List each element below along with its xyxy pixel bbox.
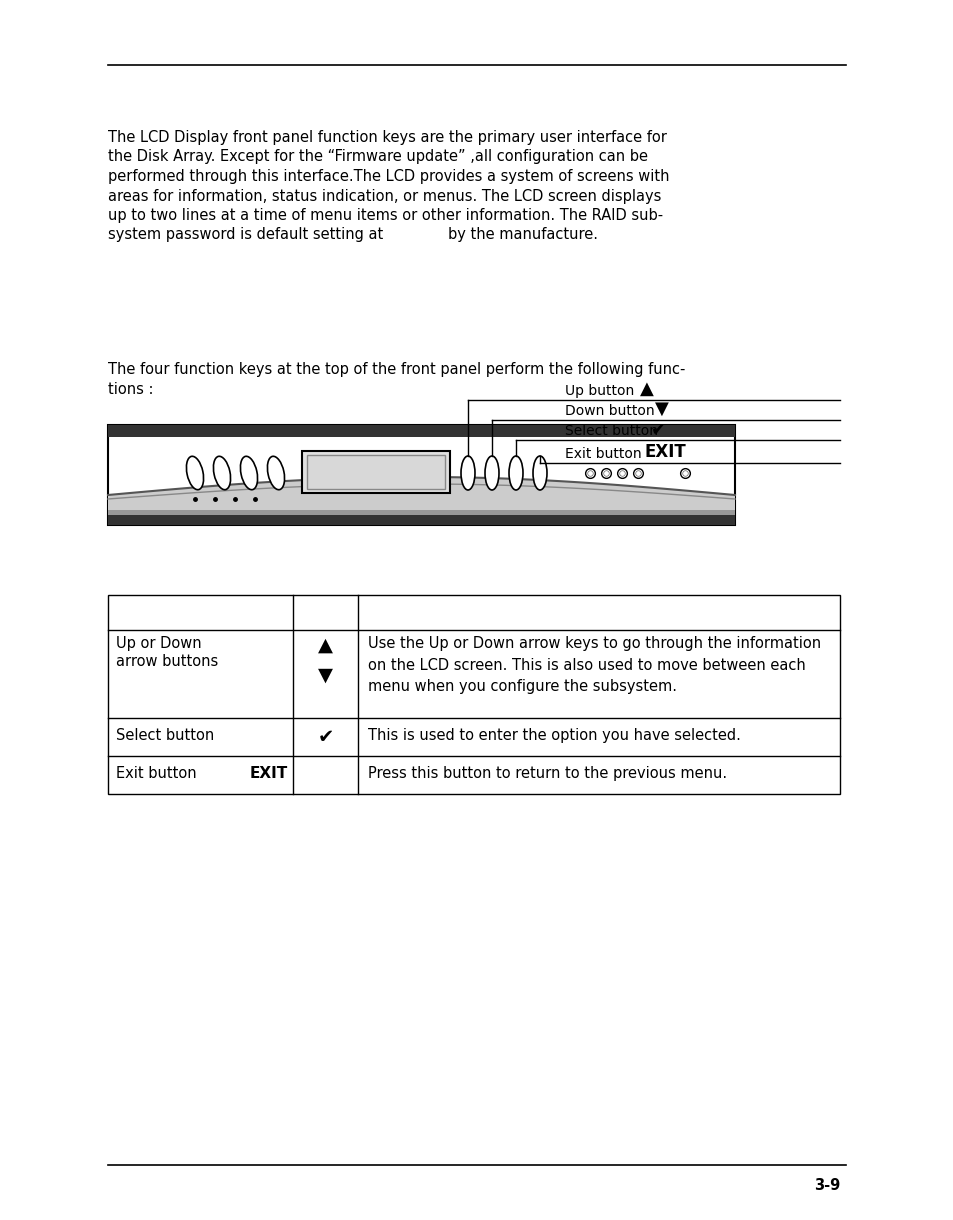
Text: EXIT: EXIT xyxy=(250,766,288,781)
Bar xyxy=(110,437,732,510)
Text: arrow buttons: arrow buttons xyxy=(116,654,218,669)
Ellipse shape xyxy=(460,456,475,490)
Text: Use the Up or Down arrow keys to go through the information
on the LCD screen. T: Use the Up or Down arrow keys to go thro… xyxy=(368,636,821,694)
Ellipse shape xyxy=(213,456,231,489)
Text: The LCD Display front panel function keys are the primary user interface for: The LCD Display front panel function key… xyxy=(108,131,666,145)
Text: performed through this interface.The LCD provides a system of screens with: performed through this interface.The LCD… xyxy=(108,170,669,184)
Text: Down button: Down button xyxy=(564,404,654,418)
Text: tions :: tions : xyxy=(108,382,153,396)
Bar xyxy=(108,515,734,525)
Ellipse shape xyxy=(533,456,546,490)
Text: ✔: ✔ xyxy=(650,420,665,438)
Text: The four function keys at the top of the front panel perform the following func-: The four function keys at the top of the… xyxy=(108,362,684,377)
Bar xyxy=(108,425,734,525)
Polygon shape xyxy=(108,477,734,510)
Text: 3-9: 3-9 xyxy=(813,1179,840,1193)
Text: Exit button: Exit button xyxy=(564,447,641,461)
Text: EXIT: EXIT xyxy=(644,443,686,461)
Ellipse shape xyxy=(267,456,284,489)
Text: Press this button to return to the previous menu.: Press this button to return to the previ… xyxy=(368,766,726,781)
Bar xyxy=(302,451,450,493)
Text: Select button: Select button xyxy=(116,728,214,743)
Bar xyxy=(108,425,734,437)
Text: Up or Down: Up or Down xyxy=(116,636,201,651)
Ellipse shape xyxy=(240,456,257,489)
Ellipse shape xyxy=(509,456,522,490)
Text: the Disk Array. Except for the “Firmware update” ,all configuration can be: the Disk Array. Except for the “Firmware… xyxy=(108,150,647,165)
Text: ✔: ✔ xyxy=(317,728,334,747)
Text: Exit button: Exit button xyxy=(116,766,196,781)
Bar xyxy=(307,455,444,489)
Text: ▲: ▲ xyxy=(317,636,333,655)
Text: up to two lines at a time of menu items or other information. The RAID sub-: up to two lines at a time of menu items … xyxy=(108,207,662,223)
Bar xyxy=(108,595,840,794)
Text: system password is default setting at              by the manufacture.: system password is default setting at by… xyxy=(108,227,598,243)
Text: areas for information, status indication, or menus. The LCD screen displays: areas for information, status indication… xyxy=(108,189,660,204)
Text: ▼: ▼ xyxy=(317,666,333,684)
Text: ▼: ▼ xyxy=(655,400,668,418)
Text: Up button: Up button xyxy=(564,384,634,398)
Ellipse shape xyxy=(186,456,203,489)
Text: ▲: ▲ xyxy=(639,379,653,398)
Text: Select button: Select button xyxy=(564,425,658,438)
Text: This is used to enter the option you have selected.: This is used to enter the option you hav… xyxy=(368,728,740,743)
Ellipse shape xyxy=(484,456,498,490)
Bar xyxy=(108,510,734,515)
